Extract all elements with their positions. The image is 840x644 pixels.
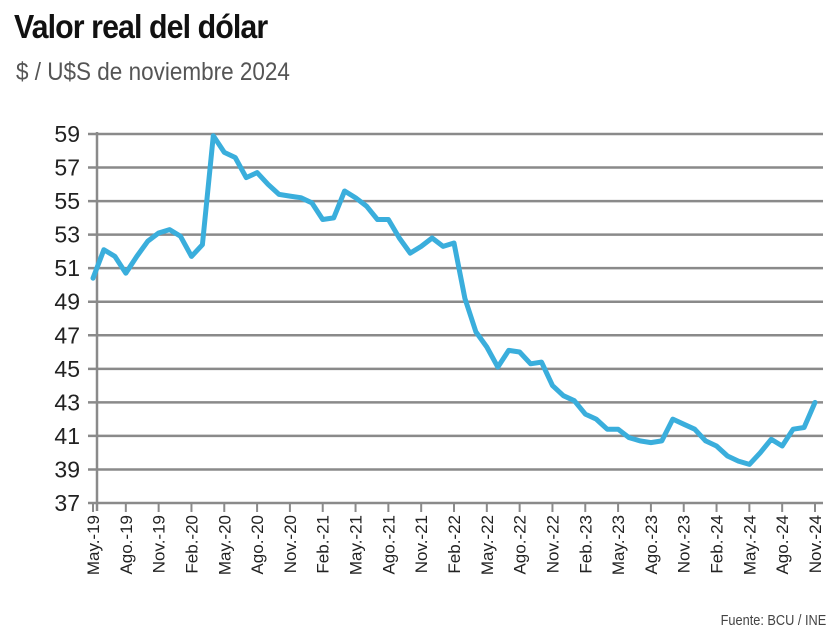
chart-subtitle: $ / U$S de noviembre 2024 xyxy=(16,58,290,86)
x-tick-label: Ago.-24 xyxy=(773,515,792,575)
x-tick-label: May.-19 xyxy=(84,515,103,575)
x-tick-label: Ago.-20 xyxy=(248,515,267,575)
x-tick-label: Feb.-20 xyxy=(182,515,201,574)
y-tick-label: 47 xyxy=(54,322,80,348)
y-tick-label: 45 xyxy=(54,356,80,382)
x-tick-label: Ago.-21 xyxy=(379,515,398,575)
x-tick-label: Nov.-24 xyxy=(806,515,825,573)
x-tick-label: May.-20 xyxy=(215,515,234,575)
y-tick-label: 51 xyxy=(54,255,80,281)
x-tick-label: Feb.-24 xyxy=(708,515,727,574)
x-tick-label: Nov.-22 xyxy=(543,515,562,573)
x-tick-label: Ago.-19 xyxy=(117,515,136,575)
source-note: Fuente: BCU / INE xyxy=(720,612,826,629)
x-tick-label: May.-23 xyxy=(609,515,628,575)
y-tick-label: 37 xyxy=(54,490,80,516)
y-tick-label: 49 xyxy=(54,289,80,315)
x-tick-label: Ago.-22 xyxy=(511,515,530,575)
y-tick-label: 39 xyxy=(54,456,80,482)
y-tick-label: 59 xyxy=(54,121,80,147)
y-tick-label: 55 xyxy=(54,188,80,214)
x-tick-label: Feb.-23 xyxy=(576,515,595,574)
chart-title: Valor real del dólar xyxy=(14,8,268,45)
x-tick-label: Nov.-20 xyxy=(281,515,300,573)
x-tick-label: Feb.-21 xyxy=(314,515,333,574)
x-tick-label: Nov.-19 xyxy=(150,515,169,573)
x-tick-label: Ago.-23 xyxy=(642,515,661,575)
y-tick-label: 43 xyxy=(54,389,80,415)
x-tick-label: Nov.-23 xyxy=(675,515,694,573)
x-tick-label: May.-22 xyxy=(478,515,497,575)
y-tick-label: 53 xyxy=(54,222,80,248)
x-tick-label: May.-21 xyxy=(347,515,366,575)
y-tick-label: 41 xyxy=(54,423,80,449)
x-tick-label: May.-24 xyxy=(740,515,759,575)
series-line xyxy=(90,133,818,467)
x-tick-label: Nov.-21 xyxy=(412,515,431,573)
x-tick-label: Feb.-22 xyxy=(445,515,464,574)
y-tick-label: 57 xyxy=(54,155,80,181)
